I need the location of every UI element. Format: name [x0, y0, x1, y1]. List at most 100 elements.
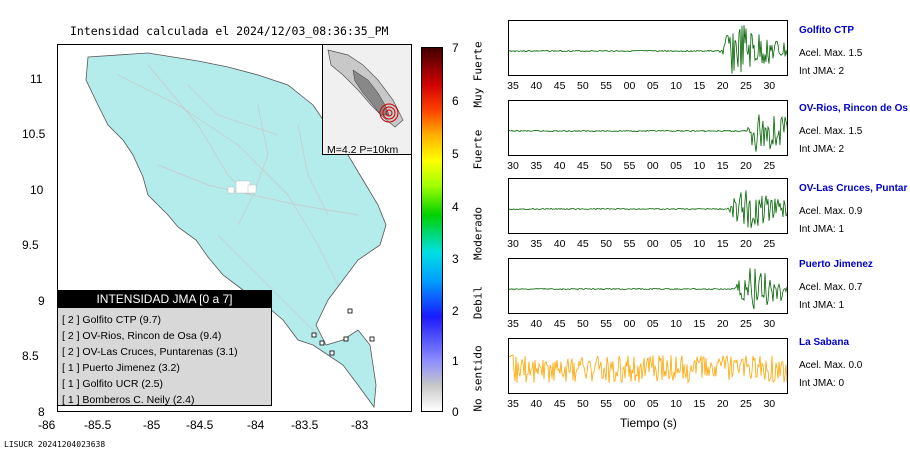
station-markers	[311, 308, 375, 356]
time-tick: 00	[623, 80, 636, 92]
time-tick: 50	[577, 80, 589, 92]
time-tick: 20	[716, 318, 729, 330]
waveform-trace	[509, 190, 787, 229]
colorbar-category: No sentido	[471, 345, 485, 412]
waveform-time-axis: 30 35 40 45 50 55 00 05 10 15 20 25	[507, 238, 788, 252]
time-tick: 25	[740, 398, 752, 410]
colorbar-value: 7	[452, 41, 459, 55]
time-tick: 45	[577, 238, 589, 250]
magnitude-depth-label: M=4.2 P=10km	[327, 144, 399, 156]
station-intensity: Int JMA: 1	[799, 300, 845, 311]
station-intensity: Int JMA: 1	[799, 224, 845, 235]
y-tick: 11	[30, 72, 43, 86]
legend-item: [ 2 ] OV-Las Cruces, Puntarenas (3.1)	[62, 346, 238, 358]
time-tick: 25	[740, 318, 752, 330]
time-tick: 30	[507, 238, 519, 250]
waveform-time-axis: 30 35 40 45 50 55 00 05 10 15 20 25	[507, 160, 788, 174]
x-tick: -83	[351, 418, 369, 432]
time-tick: 35	[530, 160, 543, 172]
colorbar-value: 4	[452, 200, 459, 214]
time-tick: 05	[670, 160, 682, 172]
waveform-trace	[509, 114, 787, 152]
time-tick: 05	[646, 398, 659, 410]
time-tick: 55	[600, 398, 613, 410]
station-name: OV-Rios, Rincon de Os	[799, 103, 908, 114]
time-tick: 55	[600, 80, 613, 92]
station-name: Puerto Jimenez	[799, 259, 873, 270]
time-tick: 35	[507, 398, 519, 410]
time-tick: 10	[693, 160, 706, 172]
station-acceleration: Acel. Max. 1.5	[799, 48, 863, 59]
time-tick: 05	[646, 80, 659, 92]
station-acceleration: Acel. Max. 1.5	[799, 126, 863, 137]
colorbar-value: 1	[452, 354, 459, 368]
time-tick: 35	[530, 238, 543, 250]
colorbar-value: 2	[452, 304, 459, 318]
y-tick: 10.5	[22, 127, 46, 141]
waveform-time-axis: 35 40 45 50 55 00 05 10 15 20 25 30	[507, 318, 788, 332]
colorbar-value: 6	[452, 94, 459, 108]
legend-item: [ 1 ] Puerto Jimenez (3.2)	[62, 362, 180, 374]
waveform-panel	[508, 20, 788, 76]
footer-id: LISUCR 20241204023638	[4, 440, 106, 449]
intensity-legend	[57, 290, 272, 406]
colorbar-category: Muy Fuerte	[471, 41, 485, 108]
station-acceleration: Acel. Max. 0.7	[799, 282, 863, 293]
time-tick: 50	[600, 238, 613, 250]
colorbar-category: Debil	[471, 285, 485, 320]
time-tick: 10	[670, 80, 682, 92]
time-tick: 15	[693, 318, 706, 330]
waveform-trace	[509, 354, 787, 384]
x-tick: -86	[38, 418, 56, 432]
legend-item: [ 2 ] Golfito CTP (9.7)	[62, 314, 162, 326]
time-tick: 30	[507, 160, 519, 172]
colorbar-category: Fuerte	[471, 129, 485, 170]
time-tick: 40	[553, 238, 566, 250]
waveform-panel	[508, 100, 788, 156]
y-tick: 9	[38, 294, 45, 308]
time-tick: 00	[623, 318, 636, 330]
time-tick: 55	[623, 238, 636, 250]
station-name: Golfito CTP	[799, 25, 854, 36]
station-acceleration: Acel. Max. 0.9	[799, 206, 863, 217]
time-tick: 15	[716, 160, 729, 172]
time-tick: 25	[740, 80, 752, 92]
time-tick: 15	[716, 238, 729, 250]
y-tick: 8	[38, 405, 45, 419]
time-tick: 35	[507, 80, 519, 92]
time-tick: 00	[623, 398, 636, 410]
colorbar-value: 5	[452, 147, 459, 161]
station-acceleration: Acel. Max. 0.0	[799, 360, 863, 371]
waveform-time-axis: 35 40 45 50 55 00 05 10 15 20 25 30	[507, 398, 788, 412]
time-tick: 30	[763, 318, 776, 330]
time-tick: 55	[600, 318, 613, 330]
time-tick: 45	[553, 80, 566, 92]
time-tick: 45	[577, 160, 589, 172]
time-tick: 15	[693, 80, 706, 92]
station-intensity: Int JMA: 0	[799, 378, 845, 389]
x-tick: -84	[247, 418, 265, 432]
waveform-panel	[508, 258, 788, 314]
map-title: Intensidad calculada el 2024/12/03_08:36…	[70, 24, 389, 38]
legend-title: INTENSIDAD JMA [0 a 7]	[57, 290, 272, 308]
y-tick: 10	[30, 183, 44, 197]
time-tick: 30	[763, 80, 776, 92]
legend-item: [ 2 ] OV-Rios, Rincon de Osa (9.4)	[62, 330, 222, 342]
waveform-panel	[508, 178, 788, 234]
station-intensity: Int JMA: 2	[799, 144, 845, 155]
colorbar-category: Moderado	[471, 207, 485, 260]
y-tick: 8.5	[22, 349, 39, 363]
time-tick: 05	[646, 318, 659, 330]
time-tick: 00	[646, 160, 659, 172]
station-name: La Sabana	[799, 337, 850, 348]
time-tick: 55	[623, 160, 636, 172]
waveform-trace	[509, 25, 787, 74]
time-tick: 00	[646, 238, 659, 250]
time-tick: 40	[553, 160, 566, 172]
time-tick: 30	[763, 398, 776, 410]
time-tick: 35	[507, 318, 519, 330]
time-tick: 50	[577, 318, 589, 330]
legend-item: [ 1 ] Bomberos C. Neily (2.4)	[62, 394, 195, 406]
time-tick: 20	[740, 238, 752, 250]
time-tick: 10	[670, 318, 682, 330]
